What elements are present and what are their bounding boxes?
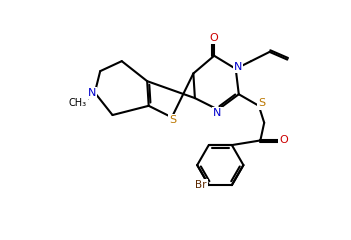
Text: N: N [234, 61, 242, 72]
Text: Br: Br [195, 180, 207, 190]
Text: N: N [213, 108, 221, 118]
Text: CH₃: CH₃ [69, 98, 87, 108]
Text: N: N [87, 88, 96, 98]
Text: O: O [279, 135, 288, 145]
Text: O: O [210, 33, 219, 43]
Text: S: S [169, 115, 176, 126]
Text: S: S [258, 98, 265, 108]
